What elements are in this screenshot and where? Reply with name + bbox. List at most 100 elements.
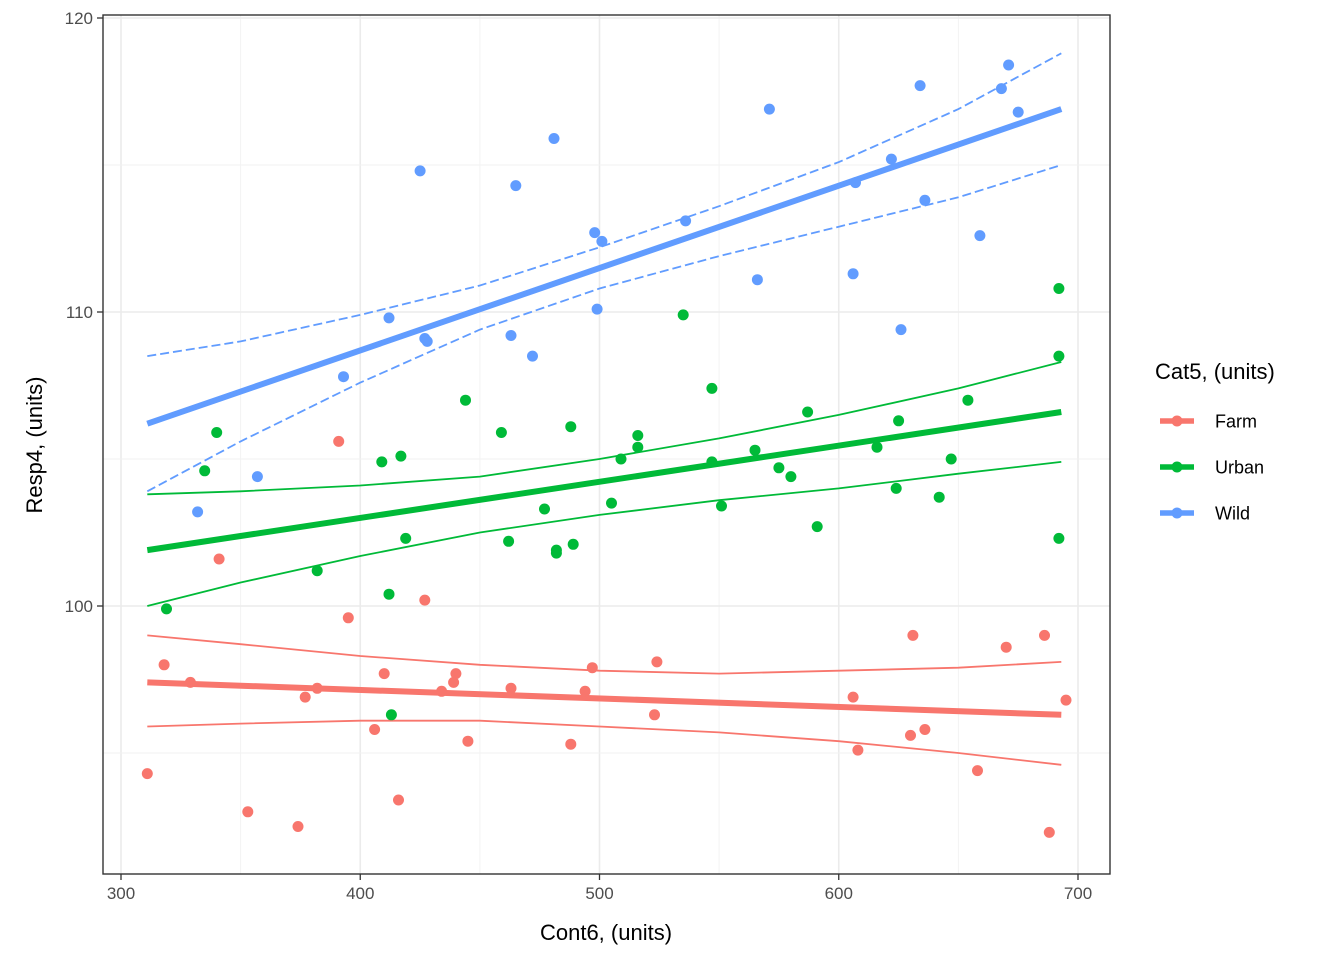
wild-data-point	[751, 274, 763, 286]
x-axis-ticks: 300 400 500 600 700	[107, 874, 1092, 903]
farm-data-point	[184, 676, 196, 688]
wild-data-point	[548, 133, 560, 144]
urban-data-point	[199, 465, 211, 477]
legend-label-urban: Urban	[1215, 458, 1264, 478]
urban-ci-lower-line	[147, 461, 1062, 607]
data-points	[141, 59, 1072, 838]
urban-data-point	[802, 406, 814, 418]
wild-data-point	[510, 180, 522, 192]
wild-data-point	[895, 324, 907, 336]
urban-data-point	[161, 603, 172, 615]
wild-data-point	[527, 350, 538, 362]
wild-data-point	[192, 506, 204, 518]
wild-data-point	[596, 235, 608, 247]
farm-data-point	[462, 735, 474, 747]
wild-data-point	[914, 80, 926, 92]
legend-label-farm: Farm	[1215, 412, 1257, 432]
x-tick-label: 700	[1064, 884, 1092, 903]
urban-data-point	[400, 532, 412, 544]
wild-data-point	[589, 227, 601, 239]
farm-data-point	[158, 659, 170, 671]
farm-data-point	[1060, 694, 1072, 706]
urban-data-point	[550, 544, 562, 556]
farm-data-point	[907, 629, 919, 641]
legend-key-dot-farm	[1171, 415, 1183, 427]
farm-data-point	[565, 738, 577, 750]
farm-data-point	[847, 691, 859, 703]
farm-data-point	[213, 553, 225, 565]
wild-data-point	[251, 471, 263, 483]
urban-data-point	[785, 471, 797, 483]
x-tick-label: 500	[585, 884, 613, 903]
urban-data-point	[716, 500, 727, 512]
wild-data-point	[919, 194, 931, 206]
urban-data-point	[933, 491, 945, 503]
legend-key-dot-wild	[1171, 507, 1183, 519]
farm-ci-lower-line	[147, 719, 1062, 766]
wild-data-point	[995, 83, 1007, 95]
urban-data-point	[706, 456, 718, 468]
urban-data-point	[890, 482, 902, 494]
farm-data-point	[292, 821, 304, 832]
urban-data-point	[773, 462, 785, 474]
wild-data-point	[850, 177, 861, 189]
wild-data-point	[680, 215, 692, 227]
urban-data-point	[1053, 283, 1065, 294]
urban-data-point	[606, 497, 617, 509]
wild-data-point	[847, 268, 859, 280]
wild-data-point	[1003, 59, 1015, 71]
urban-data-point	[945, 453, 957, 465]
urban-data-point	[871, 441, 883, 453]
farm-data-point	[505, 682, 517, 694]
x-tick-label: 600	[825, 884, 853, 903]
legend-key-dot-urban	[1171, 461, 1183, 473]
wild-data-point	[591, 303, 603, 315]
plot-panel	[103, 15, 1110, 874]
wild-data-point	[763, 103, 775, 115]
farm-data-point	[649, 709, 660, 721]
farm-data-point	[333, 435, 345, 447]
wild-data-point	[383, 312, 395, 324]
urban-data-point	[1053, 350, 1065, 362]
wild-data-point	[505, 330, 517, 341]
urban-ci-upper-line	[147, 361, 1062, 496]
urban-data-point	[311, 565, 323, 577]
legend: Cat5, (units) Farm Urban Wild	[1155, 359, 1275, 524]
farm-data-point	[436, 685, 448, 697]
farm-data-point	[448, 676, 460, 688]
urban-data-point	[1053, 532, 1065, 544]
farm-ci-upper-line	[147, 634, 1062, 675]
wild-data-point	[1012, 106, 1024, 118]
farm-data-point	[651, 656, 663, 668]
farm-data-point	[919, 724, 931, 735]
farm-data-point	[141, 768, 153, 780]
farm-fit-line	[147, 679, 1062, 718]
wild-data-point	[421, 335, 433, 347]
wild-data-point	[414, 165, 426, 177]
urban-data-point	[495, 427, 507, 438]
urban-data-point	[811, 521, 823, 533]
plot-border	[102, 14, 1111, 875]
farm-data-point	[586, 662, 598, 674]
urban-data-point	[211, 427, 223, 438]
urban-data-point	[677, 309, 689, 321]
farm-data-point	[905, 729, 916, 741]
urban-data-point	[503, 535, 515, 547]
urban-data-point	[565, 421, 577, 433]
urban-data-point	[962, 394, 974, 406]
urban-data-point	[567, 538, 579, 550]
urban-data-point	[706, 382, 718, 394]
farm-data-point	[378, 668, 390, 680]
wild-ci-lower-line	[146, 164, 1062, 493]
farm-data-point	[369, 724, 381, 735]
wild-data-point	[885, 153, 897, 165]
farm-data-point	[450, 668, 462, 680]
y-axis-title: Resp4, (units)	[22, 377, 47, 514]
wild-data-point	[338, 371, 349, 383]
urban-data-point	[460, 394, 471, 406]
urban-data-point	[383, 588, 395, 600]
urban-data-point	[893, 415, 905, 427]
wild-fit-line	[146, 106, 1063, 427]
x-axis-title: Cont6, (units)	[540, 920, 672, 945]
